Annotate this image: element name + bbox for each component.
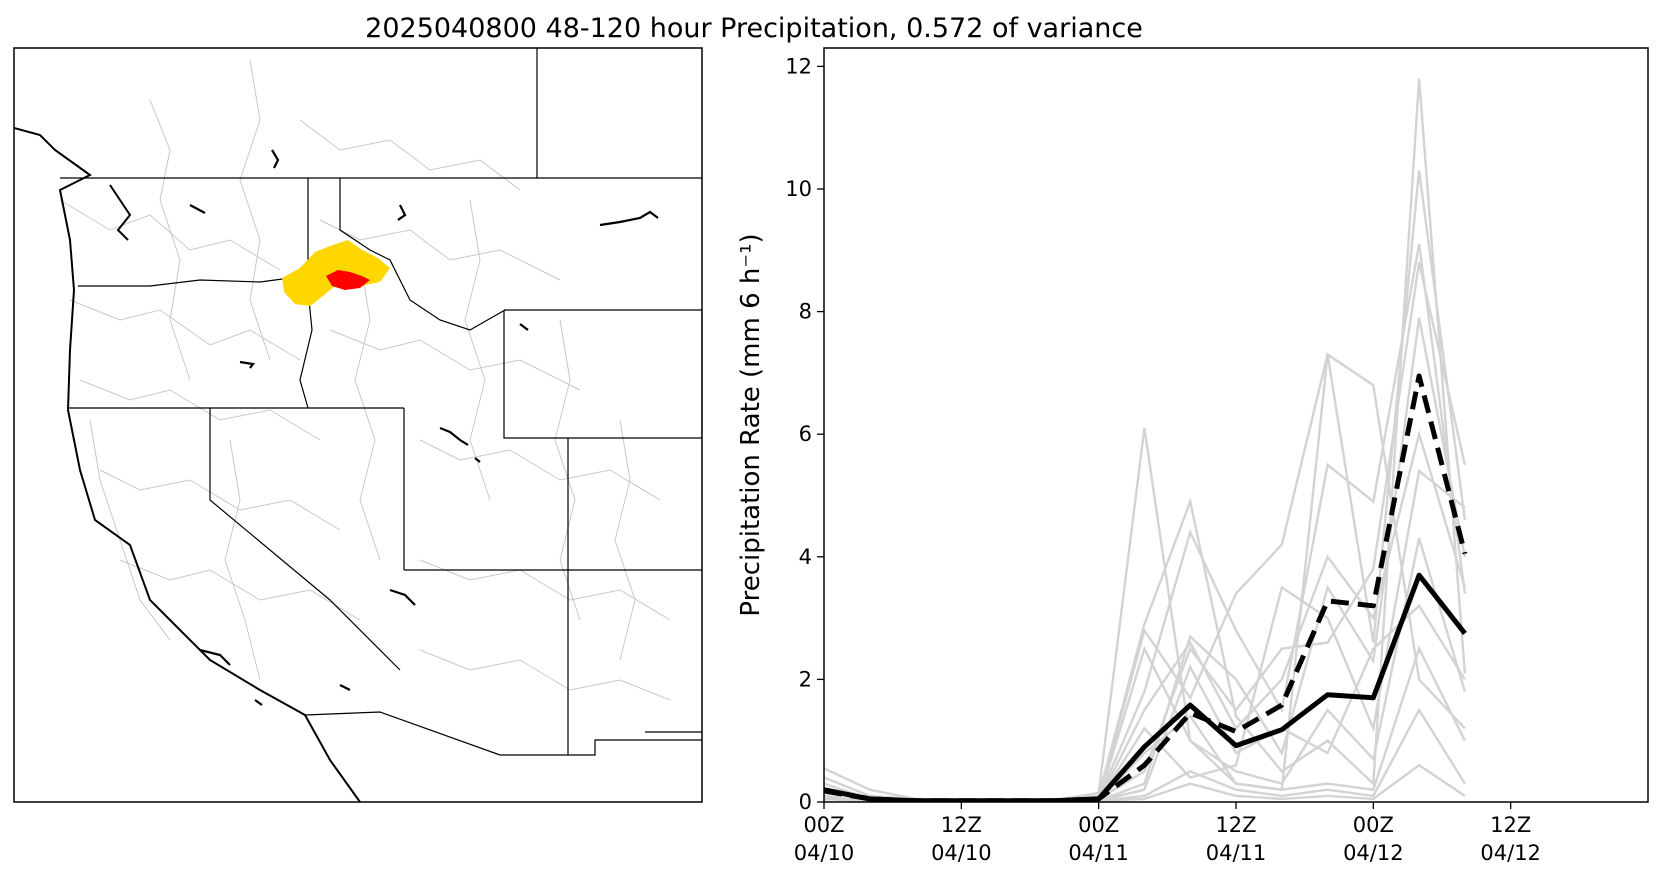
- lakes: [189, 149, 659, 706]
- dashed-series-line: [824, 373, 1468, 802]
- highlight-basin-red: [326, 270, 370, 290]
- x-tick-label-time: 12Z: [941, 813, 982, 837]
- ensemble-line-3: [824, 170, 1467, 802]
- x-tick-label-time: 12Z: [1490, 813, 1531, 837]
- x-tick-label-date: 04/10: [794, 841, 855, 865]
- x-tick-label-time: 00Z: [803, 813, 844, 837]
- x-tick-label-date: 04/12: [1480, 841, 1541, 865]
- x-tick-label-date: 04/11: [1068, 841, 1129, 865]
- y-tick-label: 10: [785, 177, 812, 201]
- plot-frame: [823, 47, 1649, 803]
- figure-title: 2025040800 48-120 hour Precipitation, 0.…: [365, 13, 1143, 44]
- x-tick-label-time: 12Z: [1215, 813, 1256, 837]
- y-tick-label: 12: [785, 54, 812, 78]
- basin-map: [13, 47, 703, 803]
- ensemble-members: [824, 78, 1467, 802]
- y-tick-label: 2: [799, 667, 812, 691]
- chart-panel: 0 2 4 6 8 10 12 00Z 04/10 12Z 04/10 00Z 04/11 12Z 04/…: [736, 47, 1649, 865]
- puget-sound: [109, 184, 132, 241]
- x-tick-label-time: 00Z: [1078, 813, 1119, 837]
- mean-series: [824, 373, 1468, 802]
- x-axis: 00Z 04/10 12Z 04/10 00Z 04/11 12Z 04/11 00Z 04/12…: [794, 802, 1541, 865]
- x-tick-label-date: 04/10: [931, 841, 992, 865]
- y-axis-label: Precipitation Rate (mm 6 h⁻¹): [736, 233, 766, 616]
- basin-outlines: [59, 59, 671, 701]
- x-tick-label-date: 04/12: [1343, 841, 1404, 865]
- map-frame: [13, 47, 703, 803]
- solid-series-line: [824, 572, 1467, 802]
- y-tick-label: 8: [799, 300, 812, 324]
- y-tick-label: 4: [799, 545, 812, 569]
- y-axis: 0 2 4 6 8 10 12: [785, 54, 824, 814]
- y-tick-label: 0: [799, 790, 812, 814]
- coastline: [14, 127, 361, 802]
- y-tick-label: 6: [799, 422, 812, 446]
- x-tick-label-time: 00Z: [1353, 813, 1394, 837]
- x-tick-label-date: 04/11: [1206, 841, 1267, 865]
- ensemble-line-7: [824, 468, 1466, 802]
